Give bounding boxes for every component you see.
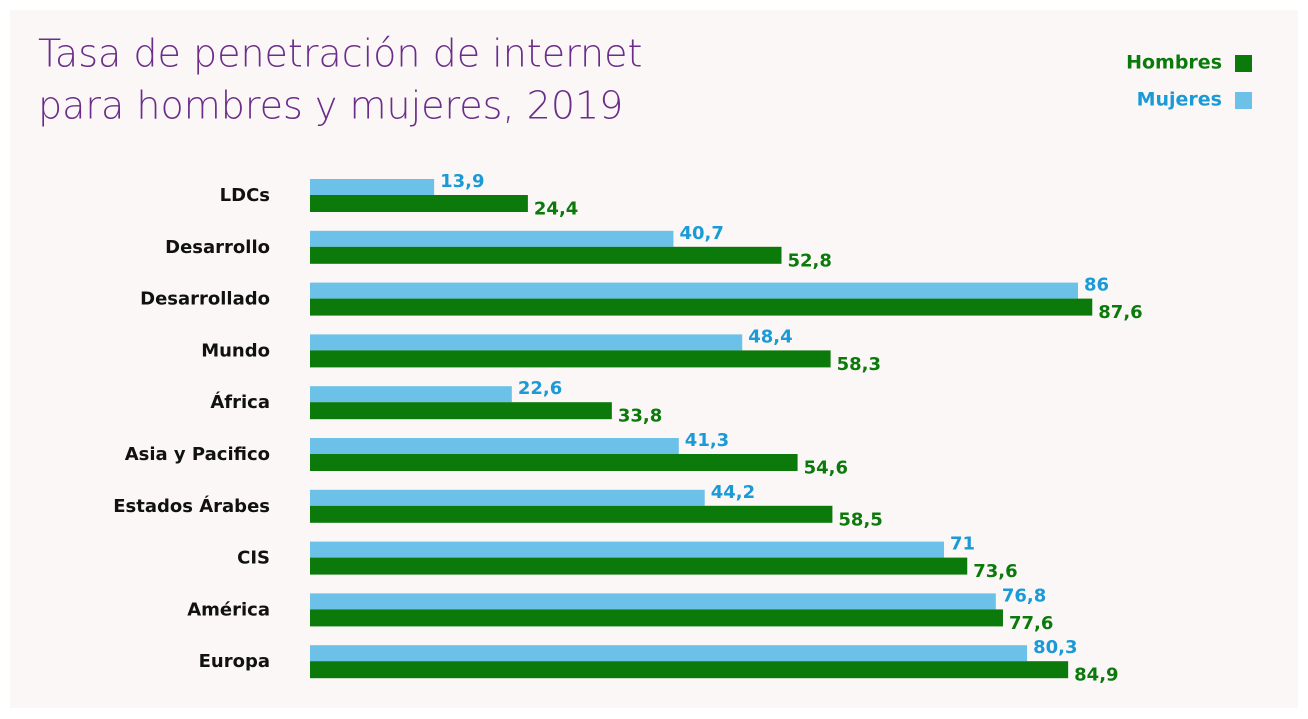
y-tick-label: Mundo — [201, 340, 270, 361]
legend-label: Hombres — [1126, 52, 1222, 74]
legend-swatch — [1235, 92, 1252, 109]
value-label: 80,3 — [1033, 637, 1077, 658]
chart-title: para hombres y mujeres, 2019 — [38, 84, 623, 128]
value-label: 33,8 — [618, 406, 662, 427]
value-label: 22,6 — [518, 378, 562, 399]
value-label: 40,7 — [679, 223, 723, 244]
value-label: 86 — [1084, 275, 1109, 296]
y-tick-label: CIS — [237, 548, 270, 569]
bar — [310, 541, 945, 558]
bar — [310, 454, 798, 471]
bar — [310, 350, 831, 368]
y-tick-label: Desarrollado — [140, 289, 270, 310]
bar — [310, 282, 1078, 299]
value-label: 76,8 — [1002, 585, 1046, 606]
value-label: 48,4 — [748, 326, 792, 347]
value-label: 58,5 — [838, 509, 882, 530]
chart-title: Tasa de penetración de internet — [38, 32, 642, 76]
value-label: 13,9 — [440, 171, 484, 192]
y-tick-label: LDCs — [220, 185, 270, 206]
bar — [310, 489, 705, 506]
bar — [310, 334, 743, 351]
bar — [310, 557, 968, 575]
value-label: 24,4 — [534, 199, 578, 220]
bar — [310, 505, 833, 523]
y-tick-label: Desarrollo — [165, 237, 270, 258]
bar — [310, 386, 512, 403]
value-label: 71 — [950, 534, 975, 555]
bar — [310, 609, 1003, 627]
bar — [310, 298, 1093, 316]
value-label: 44,2 — [711, 482, 755, 503]
bar — [310, 402, 612, 420]
legend-swatch — [1235, 55, 1252, 72]
y-tick-label: Estados Árabes — [113, 495, 270, 517]
bar — [310, 593, 996, 610]
value-label: 77,6 — [1009, 613, 1053, 634]
value-label: 73,6 — [973, 561, 1017, 582]
bar — [310, 438, 679, 454]
y-tick-label: África — [210, 391, 270, 413]
bar — [310, 230, 674, 247]
value-label: 52,8 — [788, 250, 832, 271]
value-label: 58,3 — [837, 354, 881, 375]
legend-label: Mujeres — [1137, 89, 1222, 111]
y-tick-label: Europa — [199, 651, 270, 672]
bar — [310, 661, 1069, 679]
bar — [310, 645, 1028, 662]
y-tick-label: América — [187, 599, 270, 620]
value-label: 84,9 — [1074, 665, 1118, 686]
value-label: 54,6 — [804, 458, 848, 479]
value-label: 87,6 — [1098, 302, 1142, 323]
y-tick-label: Asia y Pacifico — [125, 444, 270, 465]
bar — [310, 179, 435, 195]
bar — [310, 195, 528, 212]
bar — [310, 246, 782, 264]
value-label: 41,3 — [685, 430, 729, 451]
